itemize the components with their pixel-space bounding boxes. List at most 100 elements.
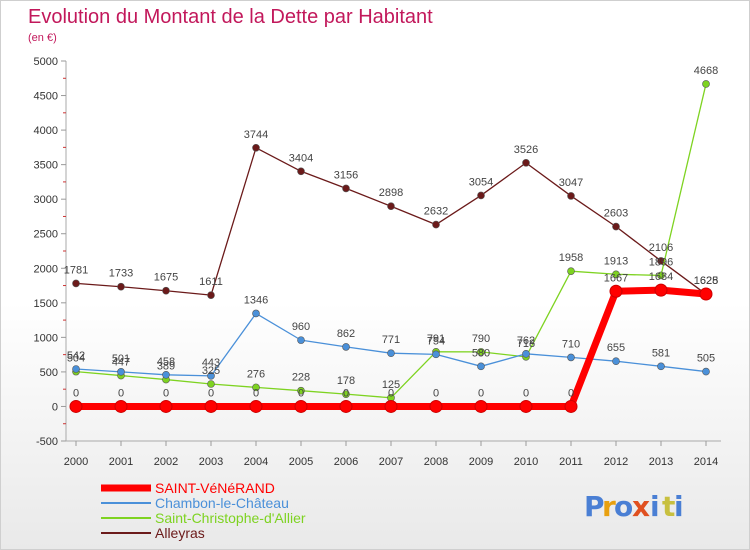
data-label: 228 (292, 372, 310, 384)
data-label: 389 (157, 361, 175, 373)
x-tick-label: 2004 (244, 456, 268, 468)
logo-letter: P (584, 490, 605, 523)
x-tick-label: 2012 (604, 456, 628, 468)
data-point (702, 80, 710, 88)
data-label: 754 (427, 335, 445, 347)
data-label: 505 (697, 353, 715, 365)
data-point (342, 343, 350, 351)
data-label: 2106 (649, 242, 673, 254)
y-tick-label: 0 (52, 401, 58, 413)
data-point (117, 282, 125, 291)
data-label: 0 (568, 387, 574, 399)
data-point (117, 368, 125, 376)
data-label: 0 (73, 387, 79, 399)
data-point (207, 380, 215, 388)
data-label: 1346 (244, 294, 268, 306)
data-label: 0 (118, 387, 124, 399)
y-tick-label: 4500 (34, 91, 58, 103)
data-label: 325 (202, 365, 220, 377)
logo-letter: r (602, 490, 616, 523)
data-label: 0 (253, 387, 259, 399)
data-label: 581 (652, 347, 670, 359)
data-label: 3526 (514, 144, 538, 156)
data-point (339, 399, 353, 413)
data-point (387, 202, 395, 211)
data-point (249, 399, 263, 413)
data-point (612, 357, 620, 366)
data-label: 447 (112, 357, 130, 369)
data-label: 3744 (244, 129, 268, 141)
data-label: 443 (202, 357, 220, 369)
data-label: 276 (247, 368, 265, 380)
x-tick-label: 2003 (199, 456, 223, 468)
logo-letter: t (662, 490, 675, 523)
data-label: 125 (382, 379, 400, 391)
data-label: 960 (292, 321, 310, 333)
data-point (657, 362, 665, 371)
x-tick-label: 2010 (514, 456, 538, 468)
data-point (72, 365, 80, 373)
data-label: 3054 (469, 176, 493, 188)
logo-letter: o (614, 490, 633, 523)
data-point (567, 353, 575, 362)
data-label: 1896 (649, 256, 673, 268)
y-tick-label: 5000 (34, 56, 58, 68)
data-point (297, 386, 305, 395)
data-point (654, 283, 668, 297)
y-tick-label: -500 (36, 436, 58, 448)
data-point (252, 143, 260, 152)
data-label: 655 (607, 342, 625, 354)
data-label: 771 (382, 334, 400, 346)
data-label: 501 (112, 353, 130, 365)
data-label: 2603 (604, 208, 628, 220)
data-point (522, 159, 530, 167)
data-point (699, 287, 713, 301)
data-point (297, 336, 305, 344)
data-point (702, 367, 710, 376)
data-label: 1625 (694, 275, 718, 287)
data-point (429, 399, 443, 413)
x-tick-label: 2014 (694, 456, 718, 468)
y-tick-label: 1000 (34, 332, 58, 344)
data-point (609, 284, 623, 298)
data-point (474, 399, 488, 413)
x-tick-label: 2002 (154, 456, 178, 468)
data-label: 1667 (604, 272, 628, 284)
data-point (72, 279, 80, 288)
data-label: 0 (433, 387, 439, 399)
data-label: 1611 (199, 276, 223, 288)
data-label: 762 (517, 335, 535, 347)
x-tick-label: 2008 (424, 456, 448, 468)
data-label: 0 (388, 387, 394, 399)
data-label: 2898 (379, 187, 403, 199)
data-point (387, 349, 395, 357)
data-label: 3404 (289, 152, 313, 164)
data-label: 178 (337, 375, 355, 387)
data-point (294, 399, 308, 413)
y-tick-label: 2500 (34, 229, 58, 241)
data-point (207, 372, 215, 380)
data-label: 0 (298, 387, 304, 399)
data-point (252, 309, 260, 318)
data-point (477, 191, 485, 200)
data-label: 0 (208, 387, 214, 399)
data-label: 718 (517, 338, 535, 350)
data-label: 0 (478, 387, 484, 399)
y-tick-label: 2000 (34, 263, 58, 275)
legend-label: Chambon-le-Château (155, 495, 289, 511)
data-point (477, 348, 485, 356)
data-label: 1675 (154, 272, 178, 284)
data-point (564, 399, 578, 413)
data-point (297, 167, 305, 176)
x-tick-label: 2005 (289, 456, 313, 468)
data-point (159, 399, 173, 413)
data-label: 791 (427, 333, 445, 345)
data-point (252, 383, 260, 392)
logo-letter: x (632, 490, 650, 523)
data-label: 0 (523, 387, 529, 399)
legend-label: Alleyras (155, 525, 205, 541)
data-point (522, 350, 530, 358)
x-tick-label: 2007 (379, 456, 403, 468)
data-point (567, 192, 575, 200)
